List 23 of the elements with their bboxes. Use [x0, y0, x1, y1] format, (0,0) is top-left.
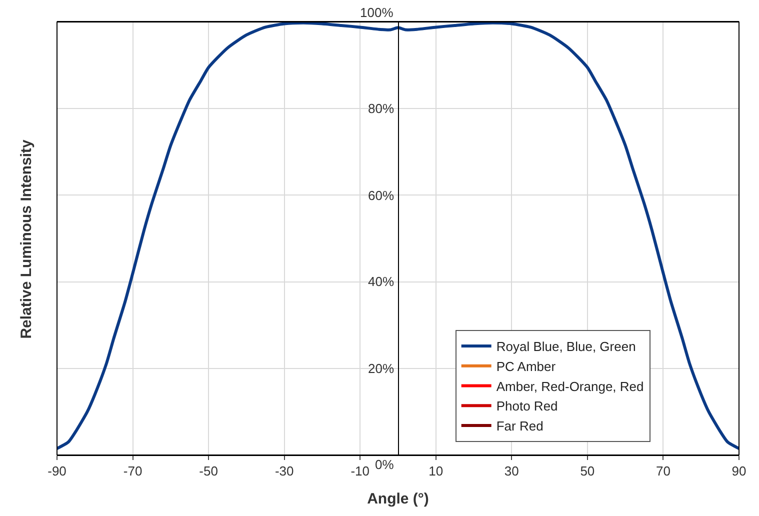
legend-label: Royal Blue, Blue, Green [496, 339, 636, 354]
x-tick-label: -10 [350, 464, 370, 479]
legend-label: Far Red [496, 418, 544, 434]
y-tick-label: 80% [368, 101, 394, 116]
legend-label: Amber, Red-Orange, Red [496, 378, 644, 394]
x-tick-label: 50 [580, 464, 595, 479]
x-tick-label: -70 [123, 464, 142, 479]
y-axis-title: Relative Luminous Intensity [18, 138, 35, 339]
legend-label: Photo Red [496, 398, 558, 414]
x-tick-label: 10 [428, 464, 444, 479]
x-tick-label: -90 [48, 464, 66, 479]
y-tick-label: 0% [375, 457, 394, 472]
x-tick-label: 30 [504, 464, 519, 479]
y-tick-label: 60% [368, 188, 394, 203]
x-tick-label: -30 [274, 464, 294, 479]
x-tick-label: 70 [656, 464, 670, 479]
y-tick-label: 40% [368, 274, 394, 289]
y-tick-label: 100% [360, 5, 394, 20]
x-tick-label: -50 [199, 464, 218, 479]
x-axis-title: Angle (°) [367, 490, 429, 508]
x-tick-label: 90 [732, 464, 746, 479]
legend-label: PC Amber [496, 358, 556, 374]
y-tick-label: 20% [368, 361, 394, 376]
